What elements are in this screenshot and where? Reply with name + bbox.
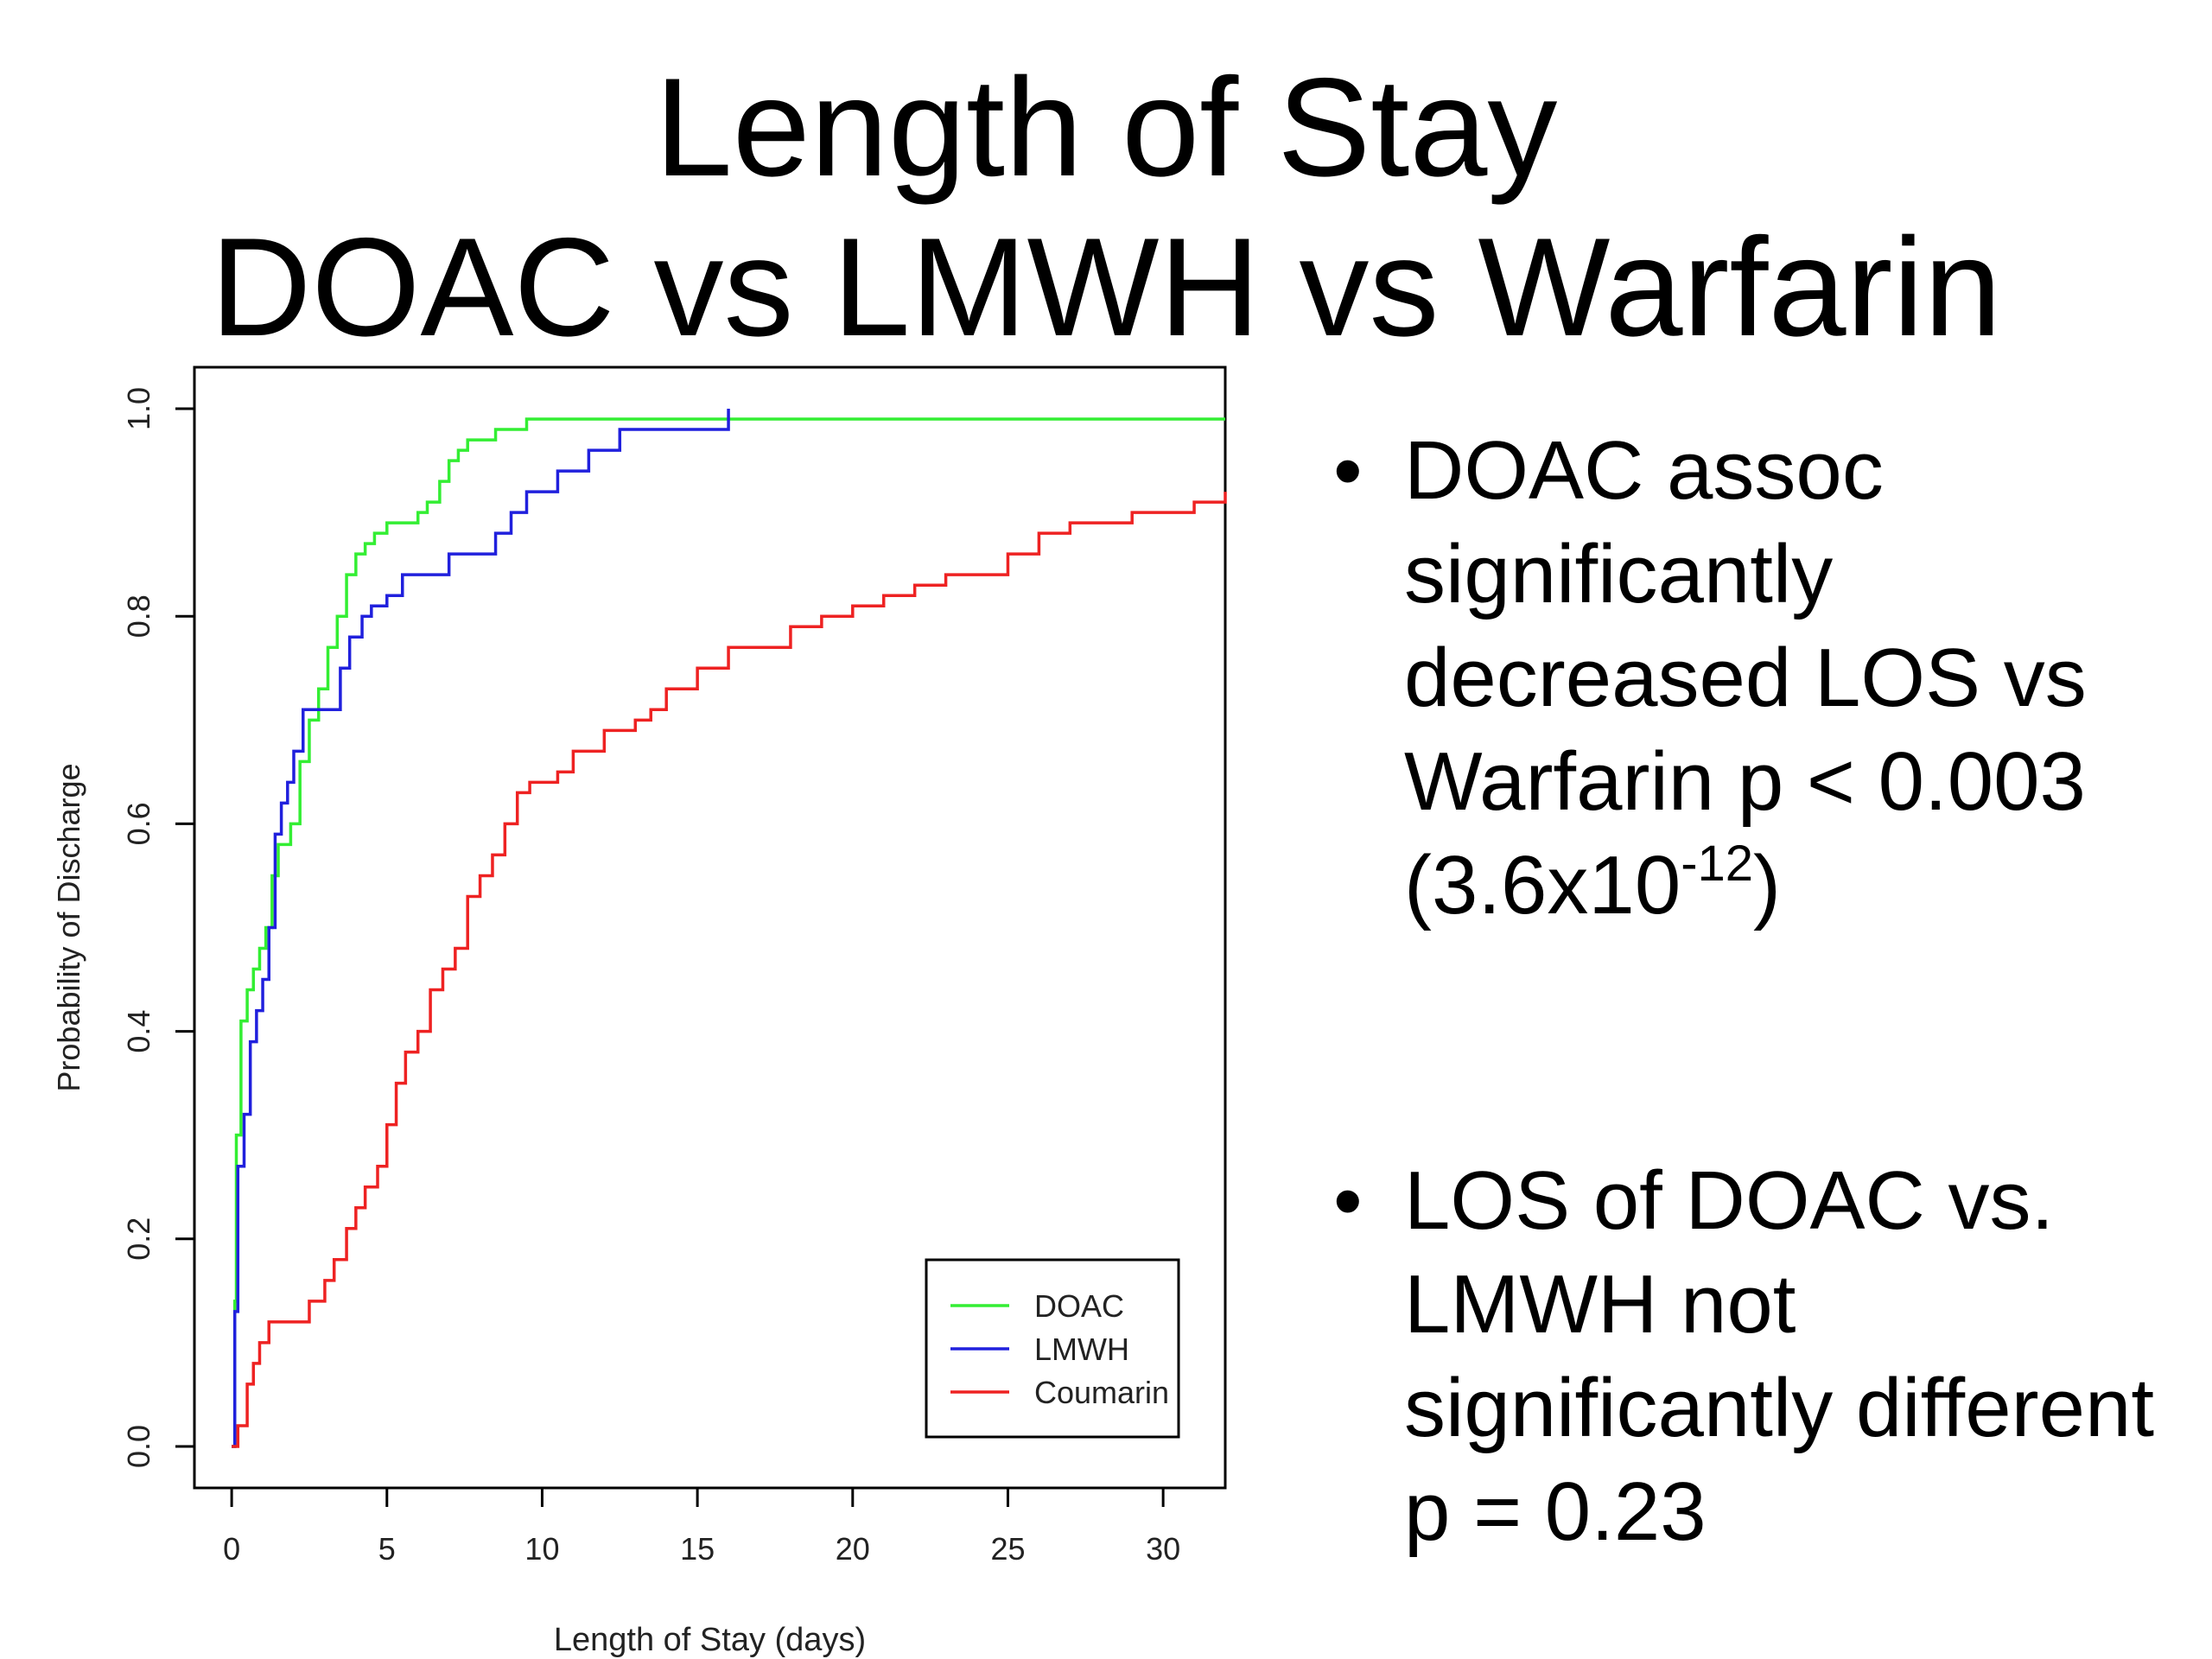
y-tick-label: 0.8 — [121, 594, 156, 638]
bullet-list: • DOAC assoc significantly decreased LOS … — [1326, 419, 2190, 1564]
bullet-text: LOS of DOAC vs. LMWH not significantly d… — [1404, 1154, 2155, 1558]
bullet-tail: ) — [1753, 839, 1781, 931]
x-axis-label: Length of Stay (days) — [554, 1622, 866, 1658]
y-tick-label: 0.6 — [121, 802, 156, 845]
series-line-coumarin — [232, 492, 1227, 1448]
bullet-marker: • — [1333, 1154, 1363, 1247]
legend-label-doac: DOAC — [1034, 1288, 1124, 1324]
bullet-doac-vs-lmwh: • LOS of DOAC vs. LMWH not significantly … — [1326, 1149, 2190, 1564]
title-line-1: Length of Stay — [654, 49, 1558, 206]
y-tick-label: 0.0 — [121, 1425, 156, 1468]
x-tick-label: 0 — [223, 1531, 240, 1567]
x-tick-label: 5 — [378, 1531, 396, 1567]
y-tick-label: 1.0 — [121, 387, 156, 430]
title-line-2: DOAC vs LMWH vs Warfarin — [210, 209, 2002, 365]
x-tick-label: 25 — [990, 1531, 1025, 1567]
x-tick-label: 20 — [836, 1531, 870, 1567]
y-tick-label: 0.4 — [121, 1010, 156, 1053]
legend-label-lmwh: LMWH — [1034, 1332, 1129, 1367]
bullet-text: DOAC assoc significantly decreased LOS v… — [1404, 424, 2087, 931]
y-axis-label: Probability of Discharge — [51, 763, 86, 1091]
bullet-doac-vs-warfarin: • DOAC assoc significantly decreased LOS … — [1326, 419, 2190, 938]
legend-label-coumarin: Coumarin — [1034, 1375, 1169, 1410]
x-tick-label: 15 — [680, 1531, 715, 1567]
x-tick-label: 30 — [1146, 1531, 1180, 1567]
slide-title: Length of Stay DOAC vs LMWH vs Warfarin — [0, 48, 2212, 367]
y-tick-label: 0.2 — [121, 1217, 156, 1261]
x-tick-label: 10 — [524, 1531, 559, 1567]
series-line-lmwh — [232, 409, 730, 1448]
series-line-doac — [232, 417, 1225, 1448]
bullet-exponent: -12 — [1681, 836, 1754, 892]
bullet-marker: • — [1333, 424, 1363, 517]
plot-frame — [193, 365, 1227, 1490]
